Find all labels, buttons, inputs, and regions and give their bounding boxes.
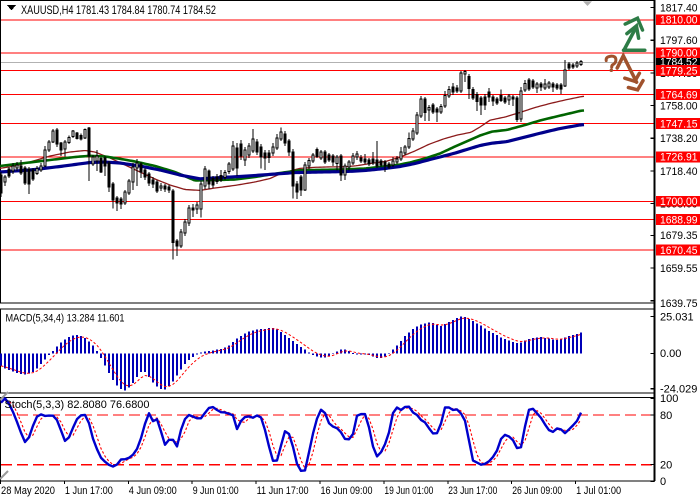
svg-text:1718.40: 1718.40 [660, 166, 698, 178]
svg-text:1790.00: 1790.00 [660, 48, 698, 60]
svg-text:Stoch(5,3,3) 82.8080 76.6800: Stoch(5,3,3) 82.8080 76.6800 [5, 399, 150, 411]
svg-text:16 Jun 09:00: 16 Jun 09:00 [321, 485, 373, 497]
svg-text:0: 0 [660, 476, 666, 488]
svg-text:XAUUSD,H4 1781.43 1784.84 178: XAUUSD,H4 1781.43 1784.84 1780.74 1784.5… [21, 3, 216, 17]
svg-text:-24.029: -24.029 [660, 384, 697, 396]
svg-text:26 Jun 09:00: 26 Jun 09:00 [512, 485, 562, 497]
svg-text:100: 100 [660, 393, 678, 405]
svg-text:4 Jun 09:00: 4 Jun 09:00 [129, 485, 177, 497]
svg-text:1659.55: 1659.55 [660, 263, 698, 275]
svg-text:1670.45: 1670.45 [660, 245, 698, 257]
svg-text:1 Jul 01:00: 1 Jul 01:00 [576, 485, 621, 497]
svg-text:1779.25: 1779.25 [660, 65, 698, 77]
svg-text:80: 80 [660, 410, 672, 422]
svg-text:11 Jun 17:00: 11 Jun 17:00 [257, 485, 309, 497]
svg-text:1726.91: 1726.91 [660, 152, 698, 164]
svg-text:25.031: 25.031 [660, 311, 694, 323]
svg-text:28 May 2020: 28 May 2020 [1, 485, 55, 497]
svg-text:1700.00: 1700.00 [660, 196, 698, 208]
svg-text:1764.69: 1764.69 [660, 89, 698, 101]
svg-text:20: 20 [660, 459, 672, 471]
svg-text:19 Jun 01:00: 19 Jun 01:00 [384, 485, 433, 497]
svg-text:9 Jun 01:00: 9 Jun 01:00 [193, 485, 239, 497]
svg-text:1747.15: 1747.15 [660, 118, 698, 130]
svg-text:1797.60: 1797.60 [660, 35, 698, 47]
svg-text:1679.35: 1679.35 [660, 230, 698, 242]
svg-text:1688.99: 1688.99 [660, 214, 698, 226]
svg-text:1639.75: 1639.75 [660, 298, 698, 310]
svg-text:23 Jun 17:00: 23 Jun 17:00 [448, 485, 497, 497]
svg-text:MACD(5,34,4) 13.284 11.601: MACD(5,34,4) 13.284 11.601 [6, 313, 125, 325]
svg-text:1758.00: 1758.00 [660, 100, 698, 112]
svg-text:1738.20: 1738.20 [660, 133, 698, 145]
svg-text:1810.00: 1810.00 [660, 15, 698, 27]
svg-text:1 Jun 17:00: 1 Jun 17:00 [65, 485, 113, 497]
svg-text:0.00: 0.00 [660, 348, 681, 360]
svg-text:1817.40: 1817.40 [660, 2, 698, 14]
